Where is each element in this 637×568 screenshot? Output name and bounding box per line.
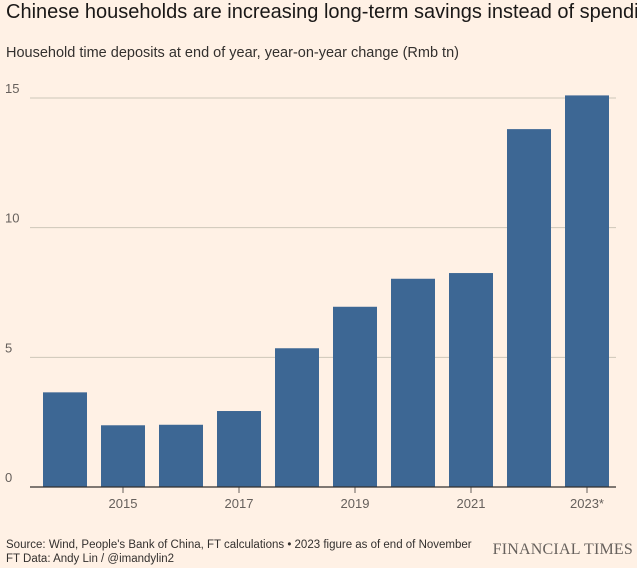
x-tick-label-2019: 2019: [341, 496, 370, 511]
source-note: Source: Wind, People's Bank of China, FT…: [6, 539, 472, 551]
bar-2015: [101, 425, 145, 487]
y-tick-label-0: 0: [5, 470, 12, 485]
bar-2017: [217, 411, 261, 487]
x-tick-label-2023*: 2023*: [570, 496, 604, 511]
y-tick-label-15: 15: [5, 81, 19, 96]
bar-2022: [507, 129, 551, 487]
bar-2023*: [565, 95, 609, 487]
chart-subtitle: Household time deposits at end of year, …: [6, 45, 459, 61]
x-tick-label-2015: 2015: [109, 496, 138, 511]
y-tick-label-5: 5: [5, 340, 12, 355]
bar-2019: [333, 306, 377, 487]
bar-2021: [449, 273, 493, 487]
bar-2018: [275, 348, 319, 487]
chart-footer: Source: Wind, People's Bank of China, FT…: [6, 538, 472, 566]
x-tick-label-2017: 2017: [225, 496, 254, 511]
chart-title: Chinese households are increasing long-t…: [6, 1, 637, 23]
bar-2014: [43, 392, 87, 487]
bar-2016: [159, 424, 203, 487]
bar-chart: 0 5 10 15 2015 2017 2019 2021 2023*: [5, 81, 616, 511]
x-tick-label-2021: 2021: [457, 496, 486, 511]
ft-logo: FINANCIAL TIMES: [492, 541, 633, 558]
bar-2020: [391, 278, 435, 487]
credit-note: FT Data: Andy Lin / @imandylin2: [6, 553, 175, 565]
y-tick-label-10: 10: [5, 211, 19, 226]
